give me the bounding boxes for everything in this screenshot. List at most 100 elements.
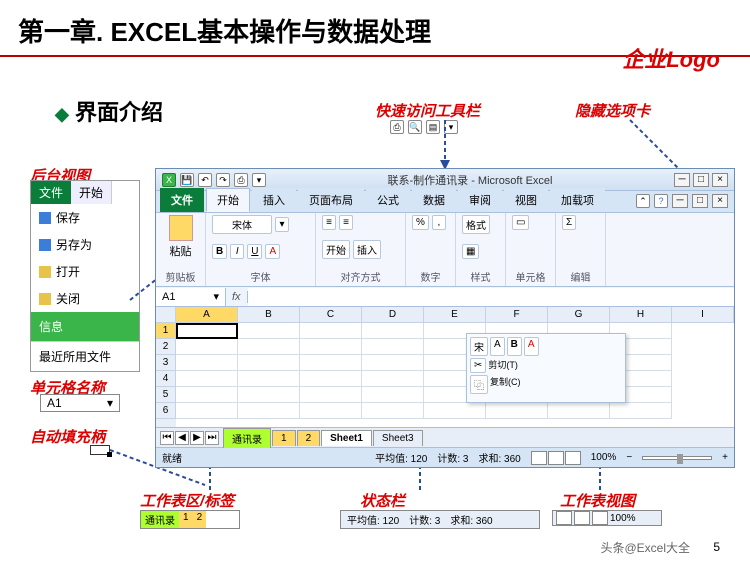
col-header[interactable]: A [176, 307, 238, 323]
cell-a1[interactable] [176, 323, 238, 339]
mini-item[interactable]: 复制(C) [490, 375, 521, 394]
row-header[interactable]: 2 [156, 339, 176, 355]
row-header[interactable]: 3 [156, 355, 176, 371]
cell[interactable] [362, 323, 424, 339]
col-header[interactable]: B [238, 307, 300, 323]
autosum[interactable]: Σ [562, 215, 576, 230]
font-color-button[interactable]: A [265, 244, 280, 259]
cell[interactable] [486, 403, 548, 419]
align-btn[interactable]: ≡ [322, 215, 336, 230]
cell[interactable] [300, 387, 362, 403]
backstage-open[interactable]: 打开 [31, 258, 139, 285]
col-header[interactable]: F [486, 307, 548, 323]
italic-button[interactable]: I [230, 244, 244, 259]
doc-max-button[interactable]: □ [692, 194, 708, 208]
row-header[interactable]: 6 [156, 403, 176, 419]
font-name-select[interactable]: 宋体 [212, 215, 272, 234]
bold-button[interactable]: B [212, 244, 227, 259]
name-box[interactable]: A1▾ [156, 288, 226, 306]
sheet-tab[interactable]: 通讯录 [223, 428, 271, 448]
col-header[interactable]: D [362, 307, 424, 323]
dropdown-icon[interactable]: ▾ [213, 290, 219, 303]
cell[interactable] [238, 371, 300, 387]
cell[interactable] [362, 371, 424, 387]
zoom-in[interactable]: + [722, 452, 728, 463]
dropdown-icon[interactable]: ▾ [107, 396, 113, 410]
cell[interactable] [300, 339, 362, 355]
number-format[interactable]: , [432, 215, 446, 230]
backstage-tab-file[interactable]: 文件 [31, 181, 71, 204]
backstage-recent[interactable]: 最近所用文件 [31, 341, 139, 371]
mini-font[interactable]: 宋 [470, 337, 488, 356]
mini-bold[interactable]: B [507, 337, 522, 356]
cell[interactable] [176, 403, 238, 419]
tab-nav-last[interactable]: ⏭ [205, 431, 219, 445]
cell[interactable] [362, 403, 424, 419]
insert-cell[interactable]: ▭ [512, 215, 529, 230]
tab-review[interactable]: 审阅 [458, 188, 502, 212]
mini-size[interactable]: A [490, 337, 505, 356]
col-header[interactable]: I [672, 307, 734, 323]
cell[interactable] [362, 387, 424, 403]
name-box-example[interactable]: A1 ▾ [40, 394, 120, 412]
select-all[interactable] [156, 307, 176, 323]
view-layout[interactable] [548, 451, 564, 465]
sheet-tab-active[interactable]: Sheet1 [321, 430, 372, 446]
collapse-ribbon-icon[interactable]: ⌃ [636, 194, 650, 208]
row-header[interactable]: 4 [156, 371, 176, 387]
cell[interactable] [238, 387, 300, 403]
cell[interactable] [176, 371, 238, 387]
align-btn[interactable]: ≡ [339, 215, 353, 230]
row-header[interactable]: 1 [156, 323, 176, 339]
backstage-close[interactable]: 关闭 [31, 285, 139, 312]
tab-formula[interactable]: 公式 [366, 188, 410, 212]
tab-nav-next[interactable]: ▶ [190, 431, 204, 445]
qat-redo-icon[interactable]: ↷ [216, 173, 230, 187]
backstage-save-as[interactable]: 另存为 [31, 231, 139, 258]
cell[interactable] [424, 403, 486, 419]
tab-addins[interactable]: 加载项 [550, 188, 605, 212]
tab-nav-prev[interactable]: ◀ [175, 431, 189, 445]
tab-file[interactable]: 文件 [160, 188, 204, 212]
zoom-out[interactable]: − [626, 452, 632, 463]
doc-close-button[interactable]: × [712, 194, 728, 208]
sheet-tab[interactable]: 2 [297, 430, 321, 446]
mini-item[interactable]: 剪切(T) [488, 358, 518, 373]
view-normal[interactable] [531, 451, 547, 465]
tab-view[interactable]: 视图 [504, 188, 548, 212]
col-header[interactable]: G [548, 307, 610, 323]
cell[interactable] [176, 339, 238, 355]
sheet-tab[interactable]: 1 [272, 430, 296, 446]
tab-home[interactable]: 开始 [206, 188, 250, 212]
backstage-save[interactable]: 保存 [31, 204, 139, 231]
cell[interactable] [238, 339, 300, 355]
cell[interactable] [300, 403, 362, 419]
sheet-tab[interactable]: Sheet3 [373, 430, 423, 446]
underline-button[interactable]: U [247, 244, 262, 259]
tab-nav-first[interactable]: ⏮ [160, 431, 174, 445]
fx-button[interactable]: fx [226, 291, 248, 303]
cell[interactable] [176, 387, 238, 403]
paste-button[interactable]: 粘贴 [162, 215, 199, 259]
row-header[interactable]: 5 [156, 387, 176, 403]
maximize-button[interactable]: □ [693, 173, 709, 187]
mini-cut[interactable]: ✂ [470, 358, 486, 373]
format-button[interactable]: 格式 [462, 215, 490, 234]
col-header[interactable]: H [610, 307, 672, 323]
mini-color[interactable]: A [524, 337, 539, 356]
cell[interactable] [362, 355, 424, 371]
minimize-button[interactable]: ─ [674, 173, 690, 187]
qat-print-icon[interactable]: ⎙ [234, 173, 248, 187]
cell[interactable] [300, 371, 362, 387]
backstage-tab-start[interactable]: 开始 [71, 181, 112, 204]
mini-copy[interactable]: ⿻ [470, 375, 488, 394]
tab-insert[interactable]: 插入 [252, 188, 296, 212]
qat-save-icon[interactable]: 💾 [180, 173, 194, 187]
small-start[interactable]: 开始 [322, 240, 350, 259]
col-header[interactable]: C [300, 307, 362, 323]
tab-layout[interactable]: 页面布局 [298, 188, 364, 212]
cell[interactable] [362, 339, 424, 355]
backstage-info[interactable]: 信息 [31, 312, 139, 341]
cell[interactable] [548, 403, 610, 419]
tab-data[interactable]: 数据 [412, 188, 456, 212]
